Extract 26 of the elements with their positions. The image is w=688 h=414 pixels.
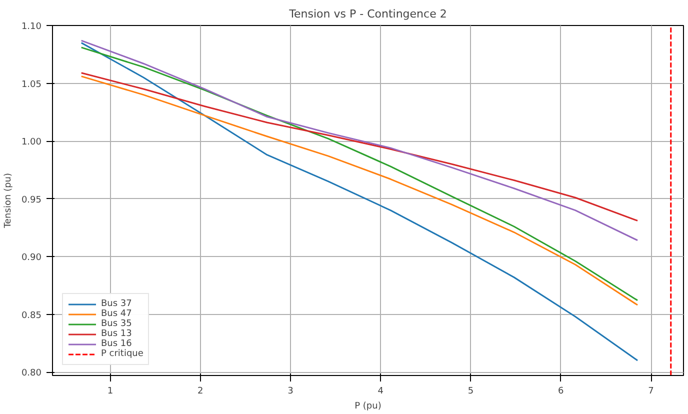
legend-label: Bus 47 [101, 309, 132, 319]
y-tick-label: 0.80 [21, 368, 42, 379]
y-tick-label: 1.00 [21, 138, 42, 148]
line-series [80, 40, 638, 242]
y-tick-label: 0.85 [21, 310, 42, 321]
y-tick-label: 1.10 [21, 22, 42, 32]
x-tick-label: 4 [378, 386, 384, 396]
y-axis-title: Tension (pu) [3, 173, 14, 229]
line-series [80, 42, 638, 362]
legend-label: P critique [101, 349, 144, 359]
legend-label: Bus 16 [101, 339, 132, 349]
x-tick-label: 5 [468, 386, 474, 396]
legend-label: Bus 37 [101, 299, 132, 309]
legend-label: Bus 13 [101, 329, 132, 339]
x-tick-label: 1 [107, 386, 114, 396]
y-tick-label: 1.05 [21, 80, 42, 90]
legend-label: Bus 35 [101, 319, 132, 329]
x-tick-label: 7 [648, 386, 654, 396]
chart-title: Tension vs P - Contingence 2 [288, 8, 447, 20]
y-tick-label: 0.90 [21, 253, 42, 264]
x-tick-label: 2 [197, 386, 204, 396]
line-series [80, 72, 638, 222]
x-axis-title: P (pu) [354, 402, 382, 412]
x-tick-label: 6 [558, 386, 564, 396]
x-tick-label: 3 [288, 386, 294, 396]
y-tick-label: 0.95 [21, 195, 42, 206]
